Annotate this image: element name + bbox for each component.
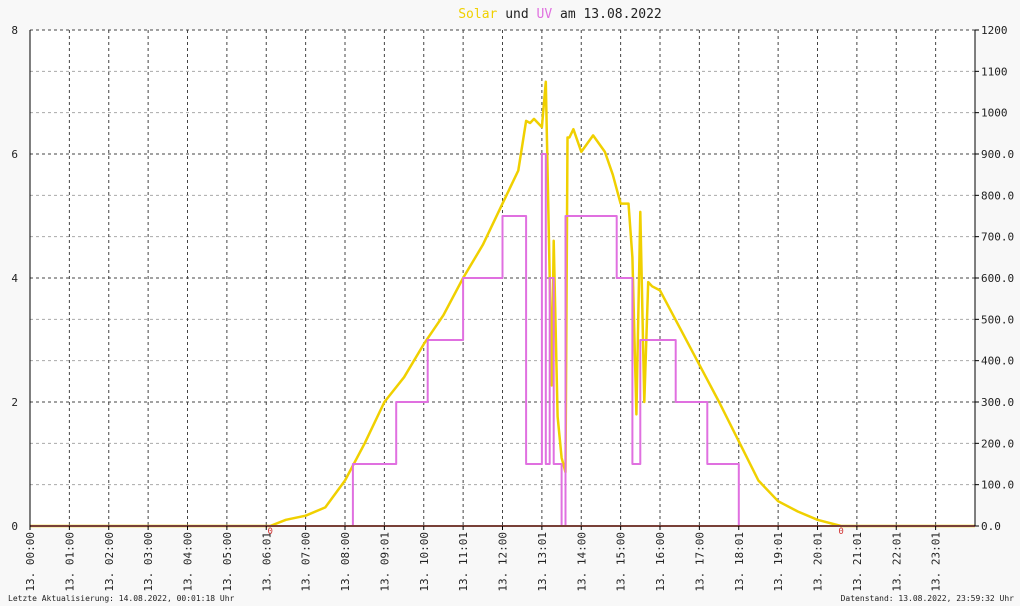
marker-label: 0	[267, 527, 272, 537]
x-tick-label: 13. 14:00	[575, 532, 588, 592]
x-tick-label: 13. 08:00	[339, 532, 352, 592]
x-tick-label: 13. 07:00	[300, 532, 313, 592]
x-tick-label: 13. 00:00	[24, 532, 37, 592]
x-tick-label: 13. 05:00	[221, 532, 234, 592]
marker-label: 0	[838, 527, 843, 537]
x-tick-label: 13. 10:00	[418, 532, 431, 592]
x-tick-label: 13. 19:01	[772, 532, 785, 592]
x-tick-label: 13. 21:01	[851, 532, 864, 592]
x-tick-label: 13. 22:01	[890, 532, 903, 592]
x-tick-label: 13. 01:00	[63, 532, 76, 592]
chart-title: Solar und UV am 13.08.2022	[458, 7, 662, 22]
x-tick-label: 13. 04:00	[182, 532, 195, 592]
y-right-tick-label: 1100	[981, 65, 1008, 78]
y-right-tick-label: 700.0	[981, 231, 1014, 244]
y-right-tick-label: 1000	[981, 107, 1008, 120]
x-tick-label: 13. 23:01	[930, 532, 943, 592]
y-left-tick-label: 8	[11, 24, 18, 37]
y-right-tick-label: 1200	[981, 24, 1008, 37]
y-left-tick-label: 2	[11, 396, 18, 409]
y-right-tick-label: 400.0	[981, 355, 1014, 368]
x-tick-label: 13. 09:01	[378, 532, 391, 592]
y-left-tick-label: 4	[11, 272, 18, 285]
y-right-tick-label: 300.0	[981, 396, 1014, 409]
axes: 0 2 4 6 8 0.0 100.0 200.0 300.0 400.0 500.0 600.0 70…	[11, 24, 1014, 592]
y-right-tick-label: 500.0	[981, 313, 1014, 326]
y-right-tick-label: 800.0	[981, 189, 1014, 202]
y-right-tick-label: 100.0	[981, 479, 1014, 492]
y-right-tick-label: 0.0	[981, 520, 1001, 533]
y-right-tick-label: 900.0	[981, 148, 1014, 161]
x-tick-label: 13. 20:01	[812, 532, 825, 592]
x-tick-label: 13. 16:00	[654, 532, 667, 592]
x-tick-label: 13. 13:01	[536, 532, 549, 592]
x-tick-label: 13. 12:00	[497, 532, 510, 592]
series-line-uv	[30, 153, 975, 527]
x-tick-label: 13. 03:00	[142, 532, 155, 592]
y-left-tick-label: 6	[11, 148, 18, 161]
x-tick-label: 13. 15:00	[615, 532, 628, 592]
title-solar: Solar	[458, 7, 497, 22]
x-tick-label: 13. 02:00	[103, 532, 116, 592]
y-right-tick-label: 200.0	[981, 437, 1014, 450]
x-tick-label: 13. 18:01	[733, 532, 746, 592]
x-tick-label: 13. 17:00	[693, 532, 706, 592]
title-uv: UV	[537, 7, 553, 22]
last-update-text: Letzte Aktualisierung: 14.08.2022, 00:01…	[8, 594, 235, 603]
data-status-text: Datenstand: 13.08.2022, 23:59:32 Uhr	[841, 594, 1015, 603]
x-tick-label: 13. 06:01	[260, 532, 273, 592]
x-tick-label: 13. 11:01	[457, 532, 470, 592]
grid	[29, 29, 975, 527]
title-und: und	[505, 7, 528, 22]
y-left-tick-label: 0	[11, 520, 18, 533]
title-date: am 13.08.2022	[560, 7, 662, 22]
y-right-tick-label: 600.0	[981, 272, 1014, 285]
